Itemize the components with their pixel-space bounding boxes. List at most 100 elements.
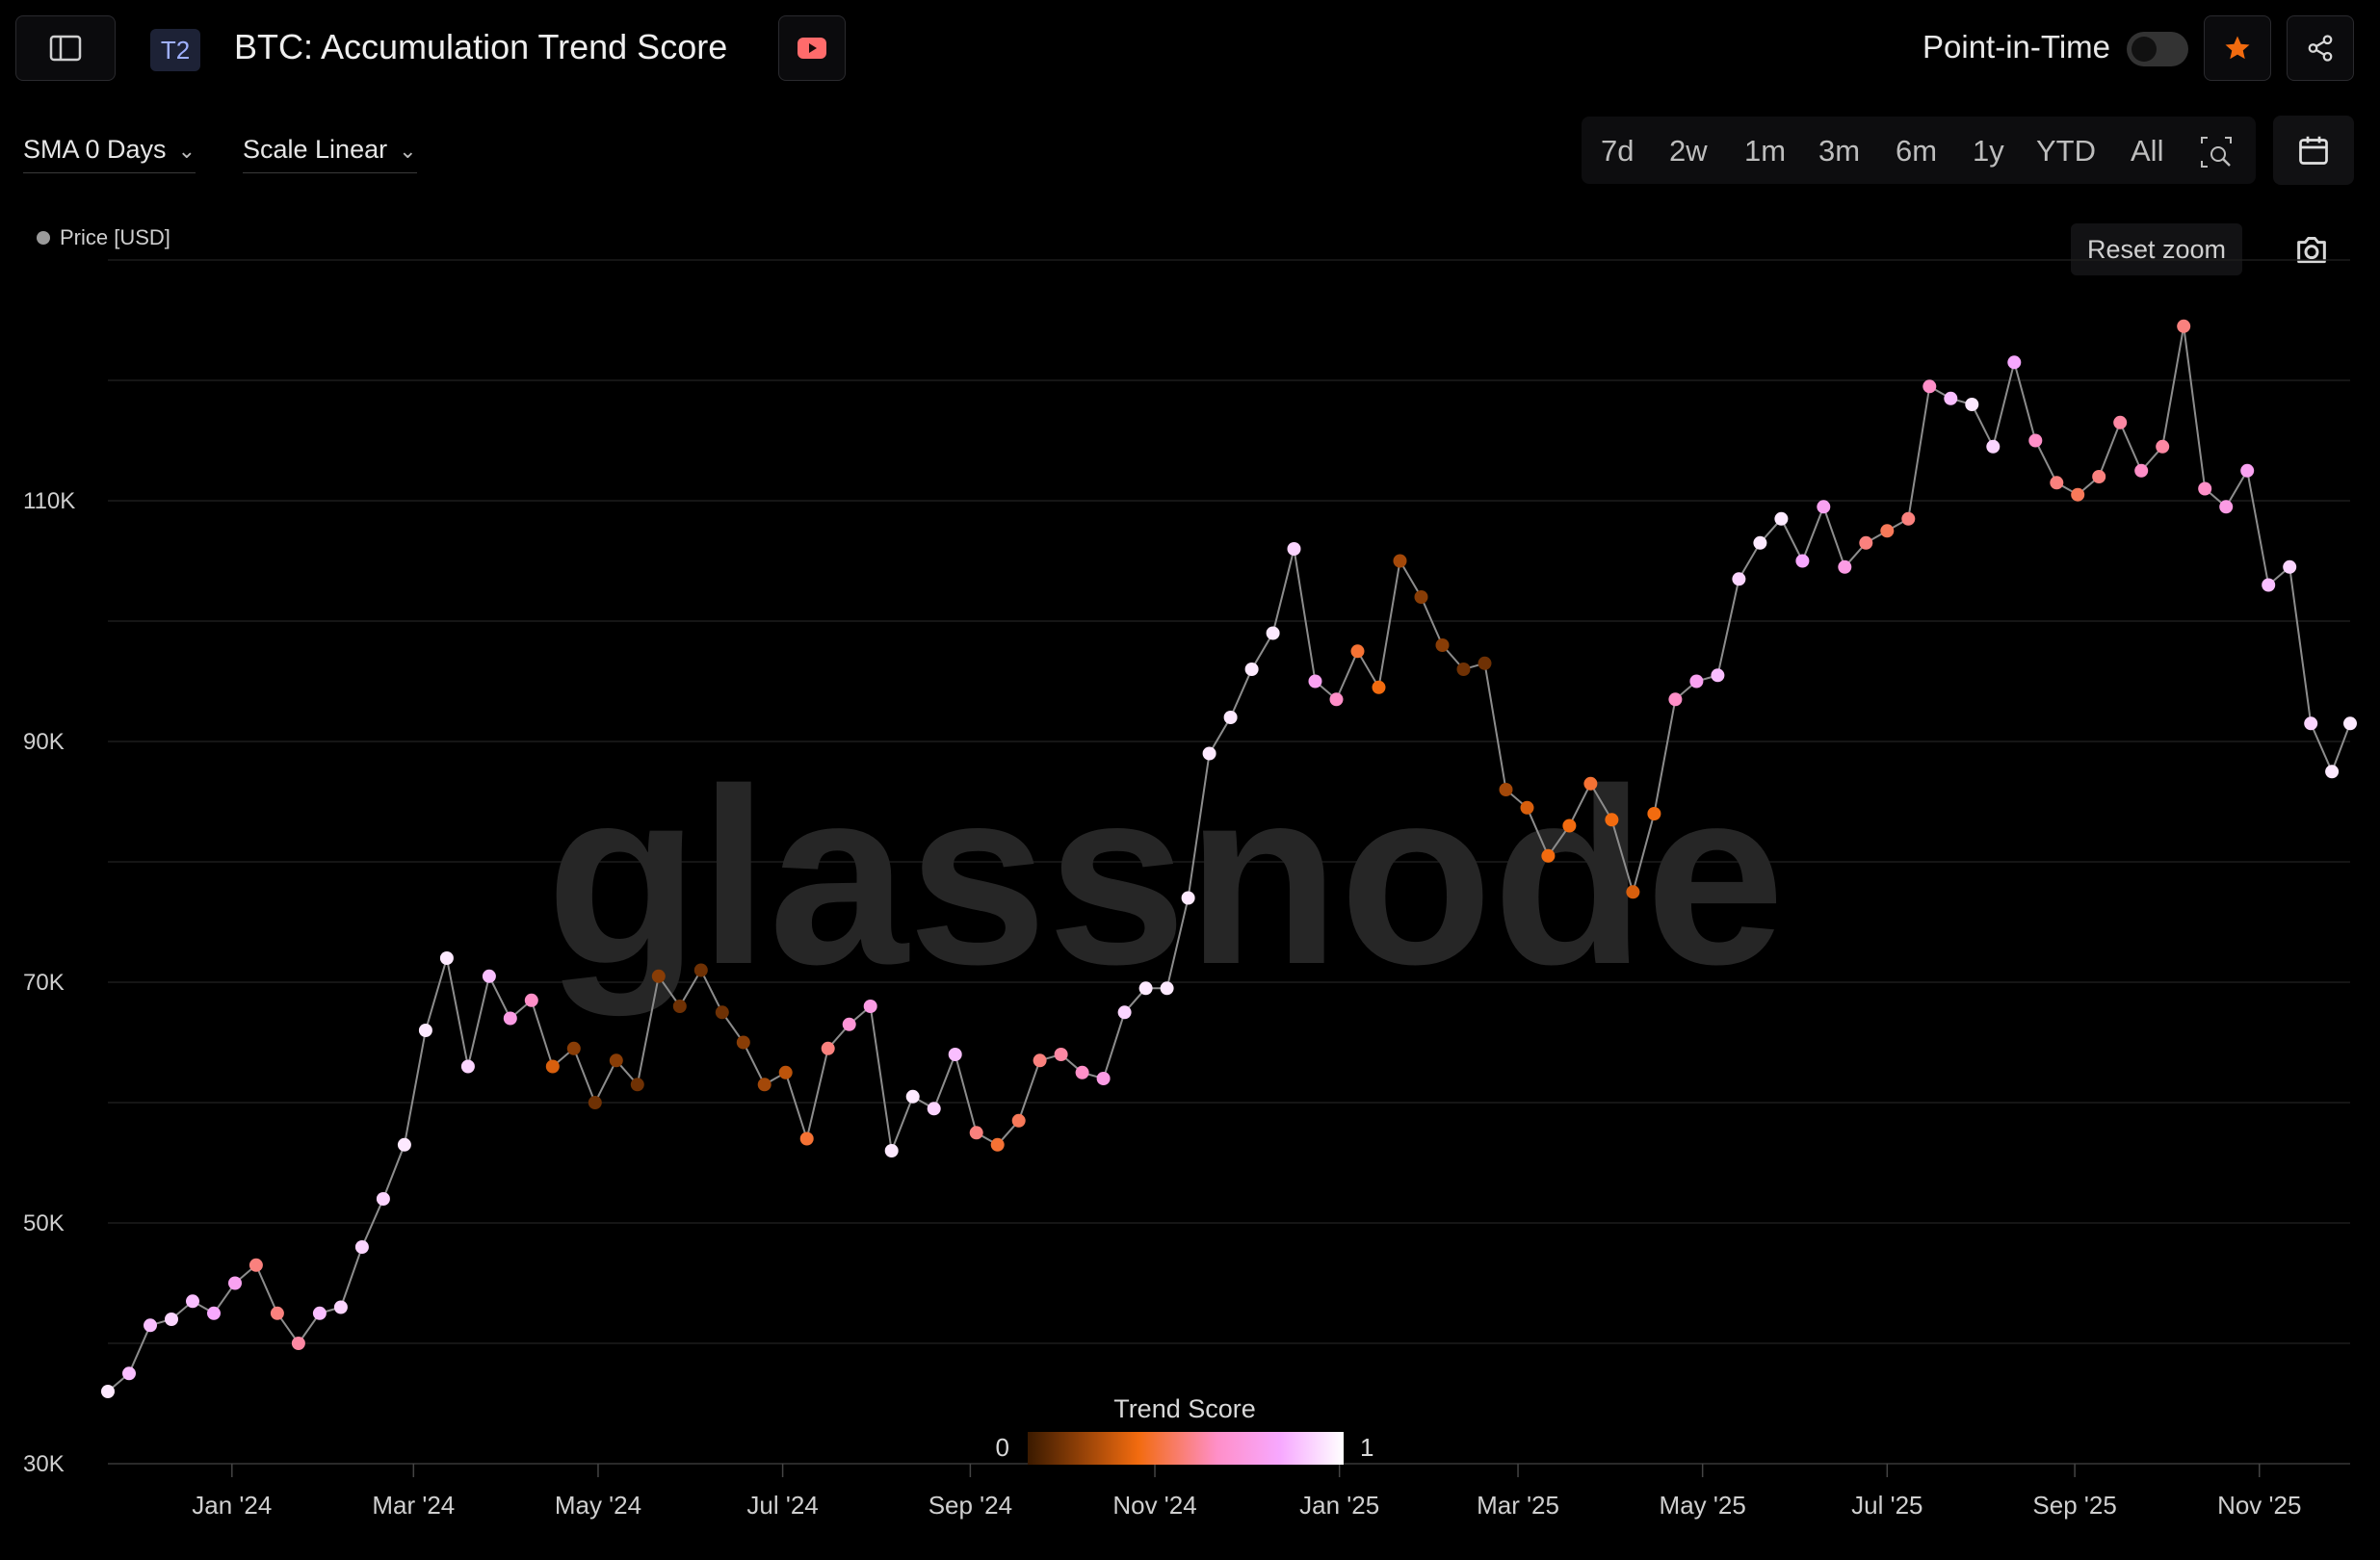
price-point — [821, 1041, 835, 1055]
price-point — [1795, 554, 1810, 568]
range-3m-button[interactable]: 3m — [1818, 134, 1861, 168]
price-point — [693, 963, 708, 977]
price-point — [2071, 487, 2085, 502]
price-point — [736, 1035, 750, 1050]
x-tick-label: Jul '25 — [1851, 1491, 1922, 1520]
price-point — [1011, 1113, 1026, 1128]
sidebar-panel-icon — [49, 35, 82, 62]
point-in-time-toggle[interactable] — [2127, 32, 2188, 66]
page-title: BTC: Accumulation Trend Score — [234, 27, 728, 66]
sidebar-toggle-button[interactable] — [15, 15, 116, 81]
y-tick-label: 50K — [23, 1210, 65, 1236]
legend-price[interactable]: Price [USD] — [37, 225, 170, 250]
price-point — [588, 1096, 602, 1109]
x-tick-label: May '24 — [555, 1491, 641, 1520]
price-point — [1499, 783, 1513, 796]
price-point — [545, 1059, 560, 1074]
price-point — [1732, 572, 1746, 586]
price-point — [2240, 463, 2255, 478]
y-tick-label: 30K — [23, 1451, 65, 1477]
price-point — [1838, 559, 1852, 574]
sma-select[interactable]: SMA 0 Days ⌄ — [23, 135, 196, 173]
price-point — [1901, 511, 1916, 526]
price-point — [863, 1000, 877, 1013]
range-2w-button[interactable]: 2w — [1669, 134, 1708, 168]
price-point — [884, 1144, 899, 1157]
price-point — [503, 1011, 517, 1026]
price-point — [2304, 716, 2318, 731]
favorite-button[interactable] — [2204, 15, 2271, 81]
price-point — [101, 1385, 115, 1398]
price-point — [1922, 379, 1937, 394]
sma-select-label: SMA 0 Days — [23, 135, 167, 164]
calendar-button[interactable] — [2273, 116, 2354, 185]
price-point — [1562, 819, 1577, 833]
x-tick-label: May '25 — [1660, 1491, 1746, 1520]
price-point — [1033, 1053, 1047, 1068]
toggle-knob — [2132, 37, 2157, 62]
price-point — [1138, 981, 1153, 996]
price-point — [1393, 554, 1407, 568]
price-point — [2343, 716, 2357, 731]
price-point — [757, 1078, 772, 1092]
price-point — [1986, 439, 2001, 454]
price-point — [1075, 1065, 1089, 1079]
zoom-select-icon[interactable] — [2200, 136, 2233, 169]
range-1y-button[interactable]: 1y — [1973, 134, 2004, 168]
price-point — [248, 1258, 263, 1272]
range-7d-button[interactable]: 7d — [1601, 134, 1635, 168]
price-point — [1435, 638, 1450, 652]
scale-select[interactable]: Scale Linear ⌄ — [243, 135, 417, 173]
colorbar-max-label: 1 — [1360, 1433, 1373, 1462]
chevron-down-icon: ⌄ — [399, 139, 417, 163]
range-all-button[interactable]: All — [2131, 134, 2164, 168]
price-point — [439, 951, 454, 965]
video-button[interactable] — [778, 15, 846, 81]
price-point — [672, 1000, 687, 1013]
price-point — [1859, 535, 1873, 550]
price-point — [1181, 891, 1195, 905]
price-point — [1244, 663, 1259, 676]
star-icon — [2225, 36, 2250, 60]
price-point — [1647, 807, 1661, 820]
share-button[interactable] — [2287, 15, 2354, 81]
price-point — [291, 1337, 305, 1350]
price-point — [927, 1102, 941, 1116]
price-point — [778, 1065, 793, 1079]
price-point — [1350, 644, 1365, 659]
x-tick-label: Nov '24 — [1112, 1491, 1196, 1520]
price-point — [1817, 500, 1831, 514]
x-tick-label: Jan '24 — [192, 1491, 272, 1520]
legend-label: Price [USD] — [60, 225, 170, 249]
range-6m-button[interactable]: 6m — [1896, 134, 1938, 168]
trend-score-colorbar: Trend Score 0 1 — [996, 1394, 1373, 1465]
price-point — [186, 1294, 199, 1309]
price-point — [460, 1059, 475, 1074]
range-ytd-button[interactable]: YTD — [2036, 134, 2096, 168]
price-point — [1583, 776, 1598, 791]
price-point — [2134, 463, 2149, 478]
price-point — [715, 1005, 729, 1020]
price-point — [630, 1078, 644, 1092]
range-1m-button[interactable]: 1m — [1744, 134, 1787, 168]
price-point — [207, 1306, 221, 1320]
price-point — [2050, 476, 2064, 490]
price-point — [2283, 559, 2297, 574]
y-axis: 30K 50K 70K 90K 110K — [23, 488, 75, 1477]
scale-select-label: Scale Linear — [243, 135, 388, 164]
x-axis: Jan '24 Mar '24 May '24 Jul '24 Sep '24 Nov '… — [108, 1463, 2350, 1520]
price-point — [1689, 674, 1704, 689]
camera-icon[interactable] — [2292, 231, 2331, 270]
price-point — [1202, 746, 1216, 761]
point-in-time-label: Point-in-Time — [1922, 29, 2110, 65]
price-point — [1626, 885, 1640, 899]
price-point — [1287, 542, 1301, 556]
price-point — [1456, 663, 1471, 676]
price-point — [1880, 524, 1895, 538]
price-point — [482, 969, 496, 983]
x-tick-label: Jul '24 — [746, 1491, 818, 1520]
price-point — [1160, 981, 1174, 996]
reset-zoom-button[interactable]: Reset zoom — [2071, 223, 2242, 275]
price-point — [312, 1306, 327, 1320]
price-point — [2028, 433, 2043, 448]
